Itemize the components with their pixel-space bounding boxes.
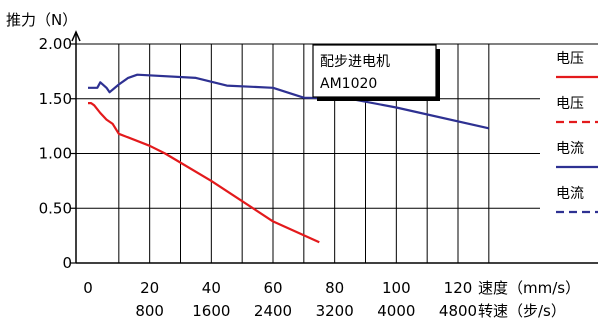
x-tick-label: 40 [202,279,221,297]
legend-label: 电流 [556,186,584,202]
x-secondary-tick-label: 4000 [377,302,415,320]
annotation-box: 配步进电机 AM1020 [312,44,440,101]
y-tick-label: 1.50 [39,90,72,108]
x-tick-label: 0 [83,279,93,297]
x-tick-label: 60 [263,279,282,297]
x-secondary-tick-label: 1600 [192,302,230,320]
x-tick-label: 80 [325,279,344,297]
x-tick-label: 100 [382,279,411,297]
x-axis-secondary-title: 转速（步/s） [478,302,566,320]
x-tick-label: 120 [444,279,473,297]
annotation-text: AM1020 [320,76,377,92]
x-tick-label: 20 [140,279,159,297]
y-axis-arrow [71,30,81,42]
legend-label: 电流 [556,141,584,157]
legend-label: 电压 [556,96,584,112]
tick-labels: 0 0.50 1.00 1.50 2.00 0 20 40 60 80 100 120 800 1600 2… [39,35,478,320]
y-tick-label: 2.00 [39,35,72,53]
x-secondary-tick-label: 800 [135,302,164,320]
x-secondary-tick-label: 3200 [316,302,354,320]
annotation-box-frame [312,44,437,98]
annotation-text: 配步进电机 [320,54,390,70]
y-tick-label: 0.50 [39,199,72,217]
legend-label: 电压 [556,51,584,67]
axes [71,30,598,264]
x-axis-title: 速度（mm/s） [478,279,580,297]
x-secondary-tick-label: 2400 [254,302,292,320]
series-line [88,101,320,244]
x-secondary-tick-label: 4800 [439,302,477,320]
y-tick-label: 1.00 [39,145,72,163]
y-axis-title: 推力（N） [6,11,77,29]
y-tick-label: 0 [62,254,72,272]
